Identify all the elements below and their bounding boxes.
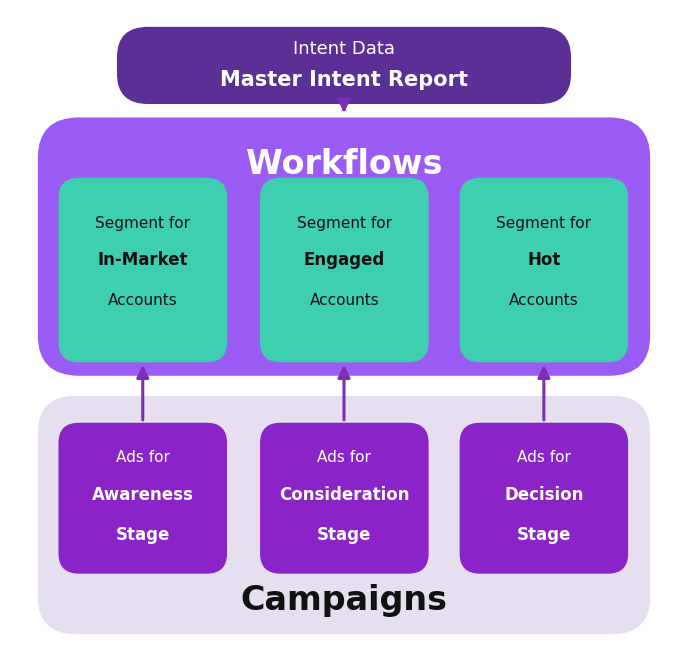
Text: Ads for: Ads for [317,450,372,466]
Text: Accounts: Accounts [310,293,379,308]
Text: Accounts: Accounts [509,293,579,308]
Text: Workflows: Workflows [246,148,442,181]
FancyBboxPatch shape [260,178,429,362]
FancyBboxPatch shape [260,423,429,574]
Text: Intent Data: Intent Data [293,40,395,58]
FancyBboxPatch shape [58,423,227,574]
Text: Campaigns: Campaigns [241,584,447,617]
Text: Accounts: Accounts [108,293,178,308]
Text: Consideration: Consideration [279,486,409,504]
Text: Segment for: Segment for [297,215,392,231]
Text: Master Intent Report: Master Intent Report [220,70,468,90]
Text: Ads for: Ads for [116,450,170,466]
FancyBboxPatch shape [38,396,650,634]
Text: In-Market: In-Market [98,251,188,269]
Text: Engaged: Engaged [303,251,385,269]
Text: Segment for: Segment for [95,215,191,231]
FancyBboxPatch shape [58,178,227,362]
FancyBboxPatch shape [38,117,650,376]
Text: Stage: Stage [116,526,170,544]
Text: Hot: Hot [527,251,561,269]
Text: Decision: Decision [504,486,583,504]
Text: Segment for: Segment for [496,215,592,231]
Text: Stage: Stage [517,526,571,544]
FancyBboxPatch shape [117,27,571,104]
Text: Ads for: Ads for [517,450,571,466]
Text: Stage: Stage [317,526,372,544]
FancyBboxPatch shape [460,178,628,362]
Text: Awareness: Awareness [92,486,194,504]
FancyBboxPatch shape [460,423,628,574]
